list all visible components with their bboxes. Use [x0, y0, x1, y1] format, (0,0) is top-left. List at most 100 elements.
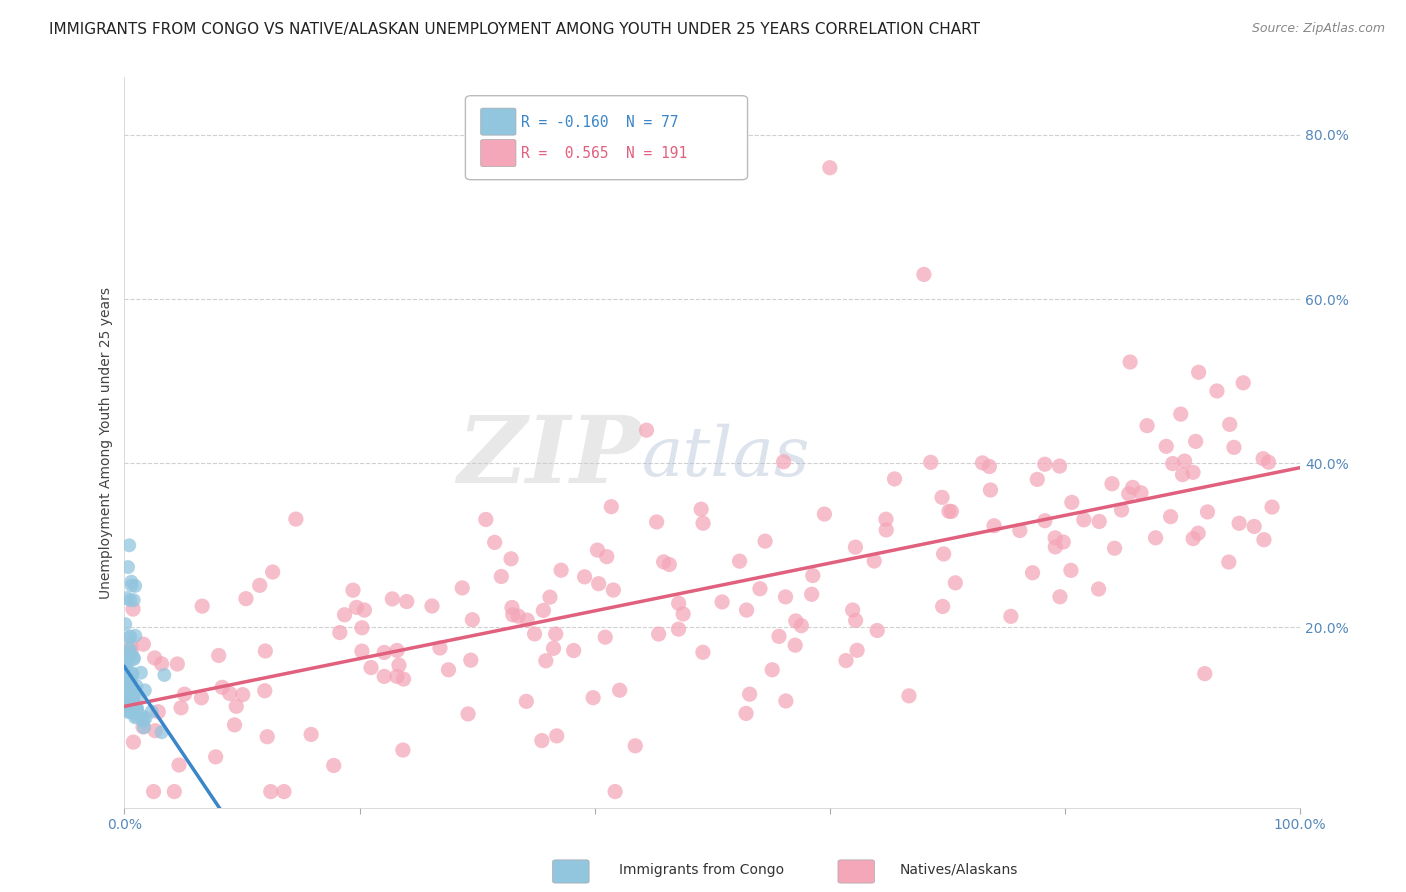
Point: [941, 504, 963, 518]
Point: [373, 645, 395, 659]
Point: [603, 784, 626, 798]
Point: [845, 614, 868, 628]
Point: [1118, 487, 1140, 501]
Point: [1170, 407, 1192, 421]
Point: [1122, 480, 1144, 494]
Point: [118, 641, 141, 656]
Point: [115, 692, 138, 706]
Point: [883, 472, 905, 486]
Text: Natives/Alaskans: Natives/Alaskans: [900, 863, 1018, 877]
Point: [775, 694, 797, 708]
Point: [451, 581, 474, 595]
Point: [931, 491, 953, 505]
Point: [531, 603, 554, 617]
Point: [938, 504, 960, 518]
Point: [120, 685, 142, 699]
Point: [875, 512, 897, 526]
Point: [117, 676, 139, 690]
Point: [1182, 466, 1205, 480]
Point: [420, 599, 443, 613]
Text: Source: ZipAtlas.com: Source: ZipAtlas.com: [1251, 22, 1385, 36]
Point: [1261, 500, 1284, 514]
Point: [437, 663, 460, 677]
Point: [167, 758, 190, 772]
Point: [125, 701, 148, 715]
Point: [515, 694, 537, 708]
Point: [508, 609, 530, 624]
Point: [333, 607, 356, 622]
Point: [173, 687, 195, 701]
Point: [658, 558, 681, 572]
Point: [254, 644, 277, 658]
Point: [120, 681, 142, 695]
Point: [1194, 666, 1216, 681]
Point: [385, 669, 408, 683]
Point: [124, 579, 146, 593]
Point: [588, 576, 610, 591]
Point: [1182, 532, 1205, 546]
Point: [863, 554, 886, 568]
Point: [125, 679, 148, 693]
Point: [728, 554, 751, 568]
Point: [785, 614, 807, 628]
Point: [1188, 365, 1211, 379]
Point: [211, 681, 233, 695]
Point: [118, 681, 141, 696]
Point: [249, 578, 271, 592]
Point: [114, 677, 136, 691]
Point: [350, 644, 373, 658]
Point: [530, 733, 553, 747]
Point: [115, 685, 138, 699]
Point: [253, 683, 276, 698]
Point: [118, 691, 141, 706]
Point: [523, 627, 546, 641]
Point: [132, 720, 155, 734]
Point: [738, 687, 761, 701]
Point: [122, 602, 145, 616]
Point: [1111, 503, 1133, 517]
Point: [668, 622, 690, 636]
Point: [232, 688, 254, 702]
Point: [813, 507, 835, 521]
Point: [1257, 455, 1279, 469]
Point: [204, 749, 226, 764]
Point: [190, 690, 212, 705]
Point: [224, 718, 246, 732]
Point: [600, 500, 623, 514]
Point: [818, 161, 841, 175]
Point: [191, 599, 214, 614]
Point: [1218, 555, 1240, 569]
Point: [1206, 384, 1229, 398]
Point: [118, 538, 141, 552]
Point: [609, 683, 631, 698]
Point: [475, 512, 498, 526]
Point: [1119, 355, 1142, 369]
Point: [124, 706, 146, 720]
Point: [150, 725, 173, 739]
Point: [170, 700, 193, 714]
Point: [602, 582, 624, 597]
Point: [647, 627, 669, 641]
Point: [260, 784, 283, 798]
Point: [624, 739, 647, 753]
Point: [502, 607, 524, 622]
Point: [546, 729, 568, 743]
Point: [1049, 459, 1071, 474]
Point: [121, 667, 143, 681]
Point: [122, 735, 145, 749]
Point: [772, 455, 794, 469]
Point: [284, 512, 307, 526]
Point: [395, 594, 418, 608]
Point: [120, 574, 142, 589]
Point: [388, 658, 411, 673]
Point: [645, 515, 668, 529]
Point: [118, 693, 141, 707]
Point: [148, 705, 170, 719]
Point: [1184, 434, 1206, 449]
Point: [134, 683, 156, 698]
Point: [117, 703, 139, 717]
Point: [132, 720, 155, 734]
Point: [672, 607, 695, 621]
Point: [129, 665, 152, 680]
Point: [711, 595, 734, 609]
